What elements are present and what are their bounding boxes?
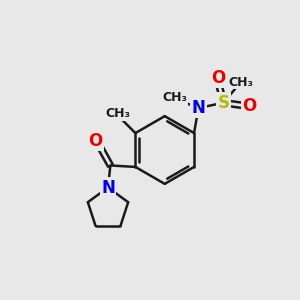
Text: N: N xyxy=(191,99,206,117)
Text: CH₃: CH₃ xyxy=(162,91,188,104)
Text: CH₃: CH₃ xyxy=(229,76,254,88)
Text: O: O xyxy=(88,132,103,150)
Text: CH₃: CH₃ xyxy=(105,107,130,120)
Text: S: S xyxy=(218,94,230,112)
Text: N: N xyxy=(101,178,115,196)
Text: O: O xyxy=(211,69,225,87)
Text: O: O xyxy=(242,97,256,115)
